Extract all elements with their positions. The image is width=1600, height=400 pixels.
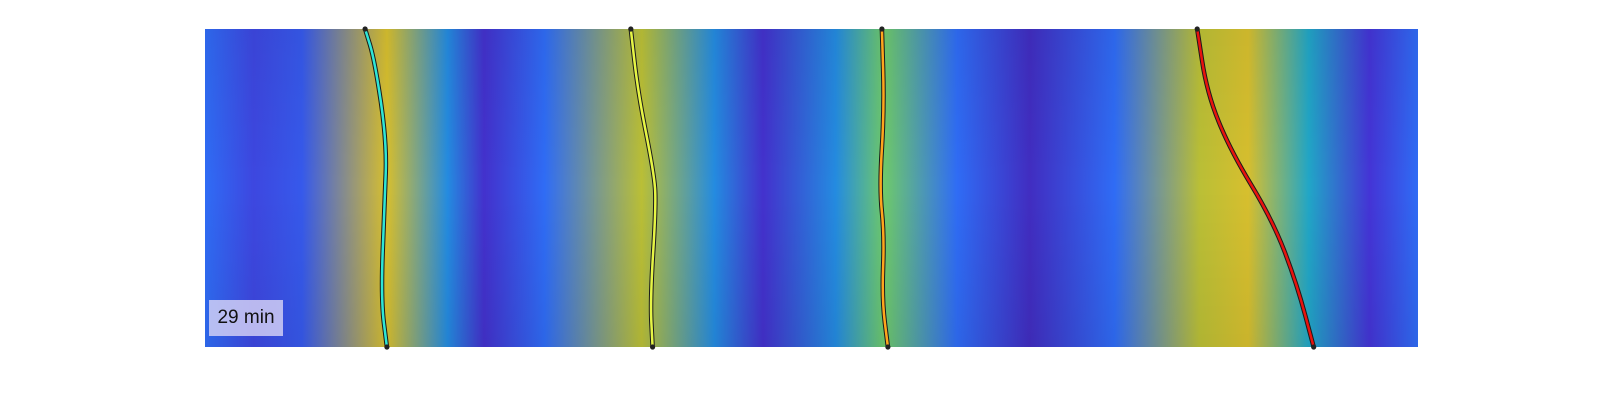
track-line-1 [363, 28, 389, 348]
track-2-end-point [650, 344, 656, 350]
track-lines [362, 26, 1317, 350]
track-line-3 [879, 28, 890, 348]
time-stamp-label: 29 min [209, 300, 283, 336]
track-3-end-point [885, 344, 891, 350]
track-2-start-point [628, 26, 634, 32]
plot-area [205, 26, 1418, 350]
track-line-4 [1195, 28, 1315, 348]
track-4-start-point [1194, 26, 1200, 32]
track-4-end-point [1311, 344, 1317, 350]
track-1-start-point [362, 26, 368, 32]
heatmap-shading [205, 29, 1418, 347]
track-1-end-point [384, 344, 390, 350]
track-line-2 [629, 28, 657, 348]
track-3-start-point [879, 26, 885, 32]
